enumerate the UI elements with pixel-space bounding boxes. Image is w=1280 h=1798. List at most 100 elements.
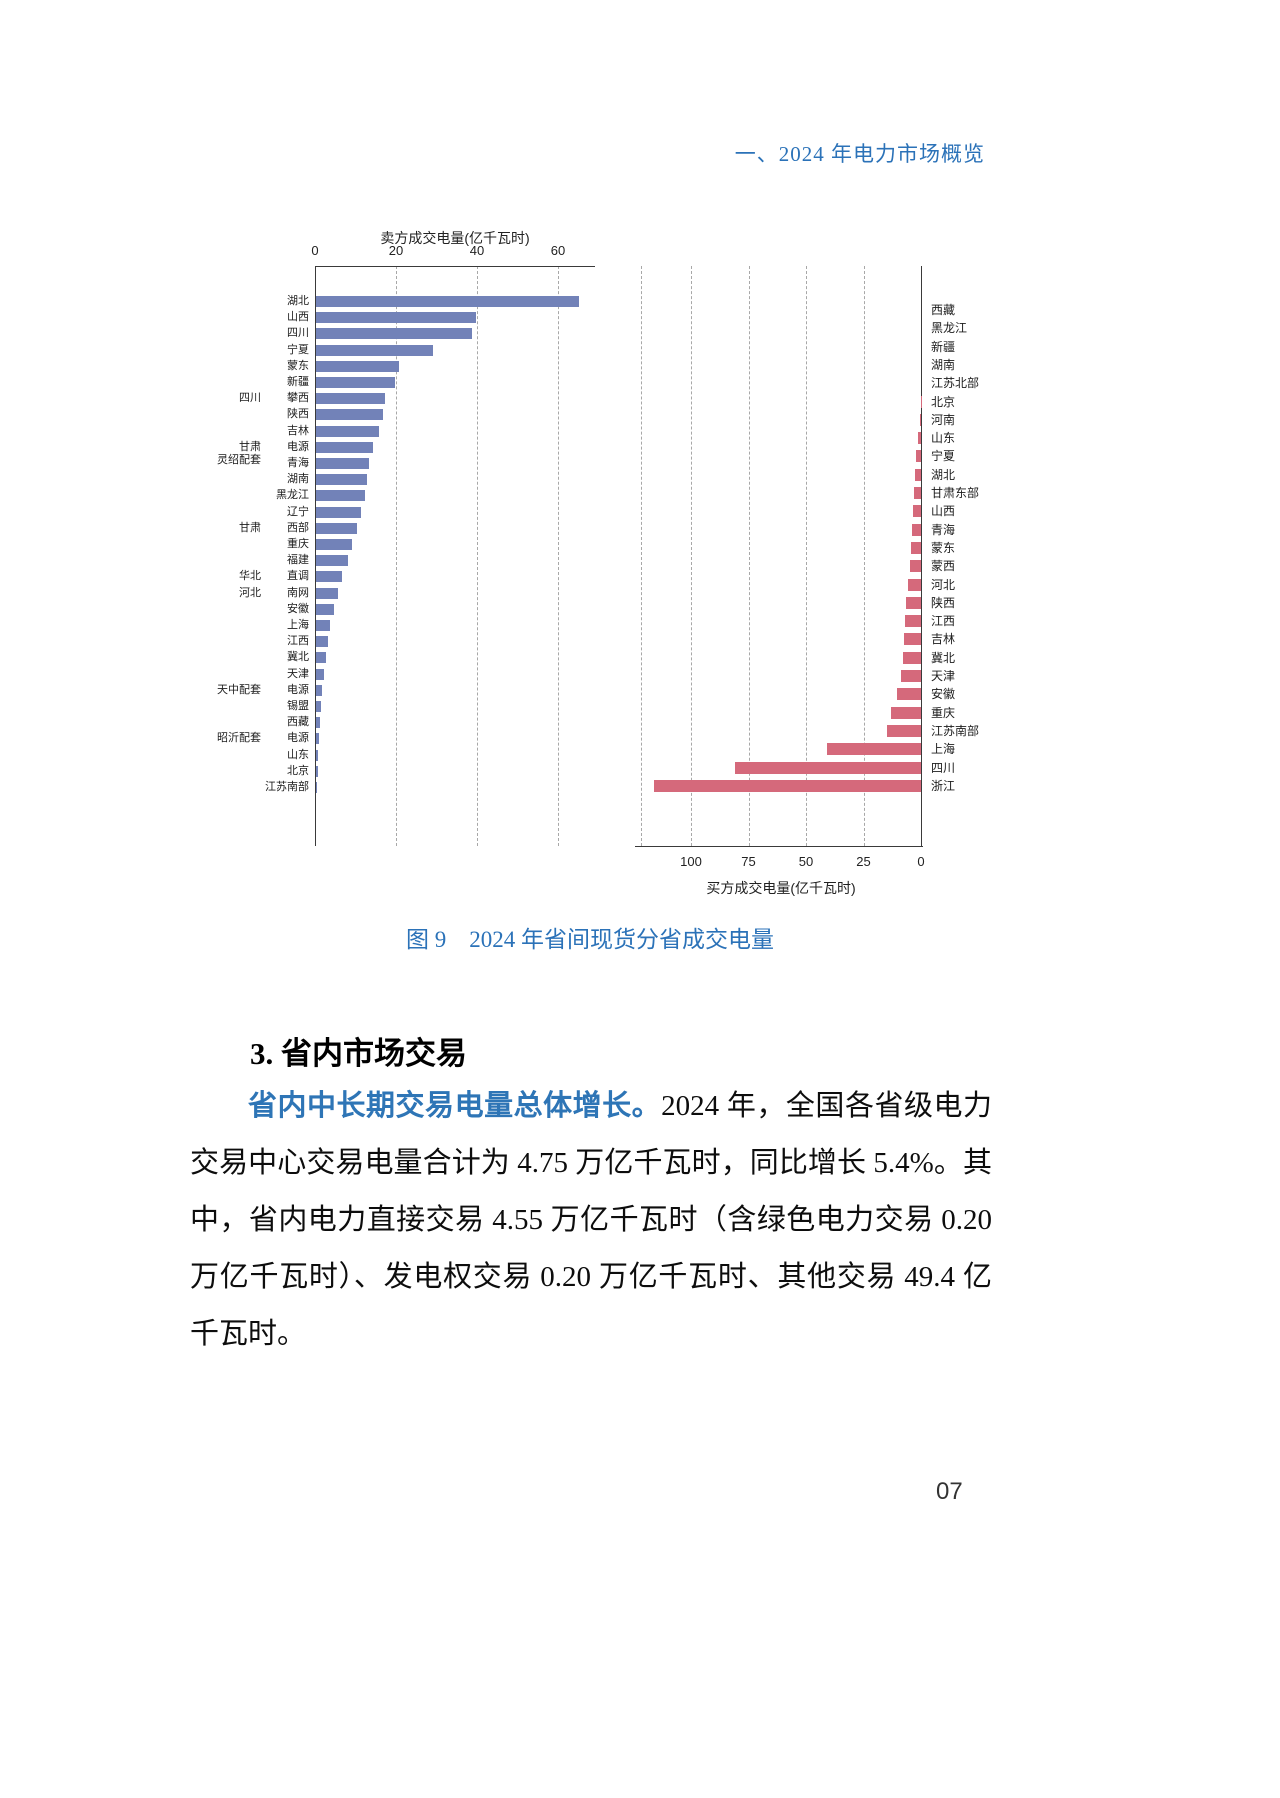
buyer-bar	[917, 432, 921, 445]
seller-bar-label: 天津	[287, 667, 309, 680]
buyer-bar-label: 山东	[931, 431, 956, 446]
buyer-bar	[919, 413, 921, 426]
seller-bar-label: 电源	[287, 732, 309, 745]
seller-bar-outer-label: 河北	[239, 586, 261, 599]
seller-bar	[316, 393, 385, 405]
buyer-bar-label: 山西	[931, 504, 956, 519]
seller-bar	[316, 328, 472, 340]
buyer-bar-label: 宁夏	[931, 449, 956, 464]
seller-bar	[316, 441, 373, 453]
buyer-bar-label: 浙江	[931, 778, 956, 793]
buyer-bar	[734, 761, 921, 774]
seller-bar	[316, 749, 319, 761]
buyer-gridline	[748, 266, 750, 846]
buyer-bar	[912, 505, 921, 518]
seller-bar	[316, 733, 320, 745]
buyer-bar	[908, 578, 921, 591]
seller-bar-label: 黑龙江	[276, 489, 309, 502]
seller-bar	[316, 522, 357, 534]
seller-bar-label: 电源	[287, 440, 309, 453]
seller-bar	[316, 474, 367, 486]
buyer-bar-label: 新疆	[931, 339, 956, 354]
buyer-bar	[906, 596, 921, 609]
seller-bar-label: 江西	[287, 635, 309, 648]
seller-bar-label: 电源	[287, 683, 309, 696]
buyer-bar	[896, 688, 921, 701]
seller-axis-tick: 60	[550, 243, 566, 258]
figure-caption: 图 9 2024 年省间现货分省成交电量	[406, 927, 774, 952]
seller-bar-label: 辽宁	[287, 505, 309, 518]
seller-axis-title: 卖方成交电量(亿千瓦时)	[380, 230, 530, 246]
seller-bar	[316, 555, 349, 567]
seller-bar-label: 湖南	[287, 473, 309, 486]
seller-bar-outer-label: 华北	[239, 570, 261, 583]
buyer-gridline	[863, 266, 865, 846]
page-header: 一、2024 年电力市场概览	[0, 138, 985, 168]
buyer-bar	[891, 706, 921, 719]
buyer-gridline	[806, 266, 807, 846]
buyer-bar-label: 江西	[931, 614, 956, 629]
seller-axis-tick: 20	[388, 243, 404, 258]
buyer-axis-tick: 100	[680, 854, 702, 869]
seller-bar	[316, 490, 365, 502]
seller-bar	[316, 701, 322, 712]
buyer-axis-tick: 0	[917, 854, 925, 869]
seller-bar	[316, 668, 325, 680]
seller-bar	[316, 684, 323, 696]
section-heading: 3. 省内市场交易	[250, 1036, 467, 1071]
seller-bar	[316, 377, 395, 388]
body-paragraph: 省内中长期交易电量总体增长。2024 年，全国各省级电力交易中心交易电量合计为 …	[190, 1078, 992, 1363]
buyer-axis-line	[635, 846, 923, 847]
seller-baseline	[315, 266, 316, 846]
buyer-bar	[886, 724, 921, 737]
seller-bar-label: 四川	[287, 327, 309, 340]
buyer-axis-tick: 50	[798, 854, 814, 869]
seller-bar	[316, 344, 434, 356]
seller-bar	[316, 717, 321, 729]
seller-bar-outer-label: 甘肃	[239, 521, 261, 534]
buyer-bar-label: 西藏	[931, 303, 956, 317]
buyer-bar	[654, 779, 921, 792]
seller-bar-label: 新疆	[287, 376, 309, 388]
seller-bar	[316, 425, 379, 437]
seller-bar-label: 冀北	[287, 651, 309, 664]
buyer-bar-label: 黑龙江	[931, 321, 968, 336]
buyer-bar	[911, 523, 921, 536]
buyer-bar-label: 甘肃东部	[931, 486, 980, 500]
seller-bar-label: 南网	[287, 586, 309, 599]
seller-bar-label: 西部	[287, 521, 309, 534]
seller-bar	[316, 360, 400, 372]
buyer-bar	[915, 468, 921, 481]
buyer-bar	[903, 633, 921, 646]
seller-bar	[316, 603, 335, 615]
buyer-axis-title: 买方成交电量(亿千瓦时)	[706, 880, 856, 896]
seller-bar-label: 山东	[287, 748, 309, 761]
buyer-bar-label: 陕西	[931, 595, 956, 610]
buyer-bar-label: 河南	[931, 412, 956, 427]
seller-bar-label: 吉林	[287, 424, 309, 437]
buyer-bar-label: 江苏北部	[931, 376, 980, 391]
seller-bar	[316, 409, 383, 421]
seller-bar-label: 宁夏	[287, 343, 309, 356]
buyer-baseline	[921, 266, 922, 846]
seller-bar	[316, 620, 331, 631]
buyer-gridline	[641, 266, 642, 846]
seller-bar-label: 上海	[287, 619, 309, 631]
buyer-bar-label: 天津	[931, 669, 956, 683]
paragraph-lead: 省内中长期交易电量总体增长。	[248, 1090, 662, 1122]
buyer-bar-label: 吉林	[931, 632, 956, 647]
buyer-bar-label: 蒙西	[931, 559, 956, 574]
seller-bar	[316, 312, 476, 324]
seller-bar	[316, 571, 343, 583]
header-title: 一、2024 年电力市场概览	[734, 142, 985, 166]
buyer-bar	[902, 651, 921, 664]
page-number: 07	[936, 1478, 963, 1505]
buyer-bar-label: 河北	[931, 577, 956, 592]
buyer-bar	[904, 615, 921, 628]
seller-axis-tick: 0	[311, 243, 319, 258]
buyer-gridline	[691, 266, 692, 846]
seller-bar	[316, 652, 327, 664]
buyer-axis-tick: 25	[856, 854, 871, 869]
buyer-bar-label: 上海	[931, 742, 956, 757]
seller-bar-label: 福建	[287, 554, 309, 567]
